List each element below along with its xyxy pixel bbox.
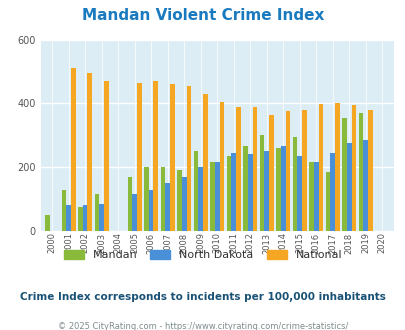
Bar bbox=[297, 156, 301, 231]
Bar bbox=[104, 81, 108, 231]
Bar bbox=[45, 215, 50, 231]
Bar bbox=[186, 86, 191, 231]
Bar bbox=[87, 73, 92, 231]
Bar bbox=[318, 104, 322, 231]
Bar bbox=[132, 194, 136, 231]
Bar bbox=[149, 189, 153, 231]
Bar bbox=[210, 162, 214, 231]
Legend: Mandan, North Dakota, National: Mandan, North Dakota, National bbox=[63, 250, 342, 260]
Text: Crime Index corresponds to incidents per 100,000 inhabitants: Crime Index corresponds to incidents per… bbox=[20, 292, 385, 302]
Bar bbox=[170, 84, 174, 231]
Bar bbox=[226, 156, 231, 231]
Bar bbox=[66, 206, 71, 231]
Bar bbox=[71, 68, 75, 231]
Bar bbox=[309, 162, 313, 231]
Bar bbox=[247, 154, 252, 231]
Bar bbox=[252, 107, 256, 231]
Bar bbox=[94, 194, 99, 231]
Bar bbox=[367, 110, 372, 231]
Bar bbox=[276, 148, 280, 231]
Bar bbox=[198, 167, 202, 231]
Bar bbox=[334, 103, 339, 231]
Bar bbox=[351, 105, 355, 231]
Text: Mandan Violent Crime Index: Mandan Violent Crime Index bbox=[82, 8, 323, 23]
Bar bbox=[214, 162, 219, 231]
Bar bbox=[153, 81, 158, 231]
Bar bbox=[136, 82, 141, 231]
Bar bbox=[358, 113, 362, 231]
Bar bbox=[99, 204, 104, 231]
Bar bbox=[243, 147, 247, 231]
Bar bbox=[219, 102, 224, 231]
Bar bbox=[78, 207, 83, 231]
Bar bbox=[235, 107, 240, 231]
Text: © 2025 CityRating.com - https://www.cityrating.com/crime-statistics/: © 2025 CityRating.com - https://www.city… bbox=[58, 322, 347, 330]
Bar bbox=[301, 110, 306, 231]
Bar bbox=[325, 172, 330, 231]
Bar bbox=[259, 135, 264, 231]
Bar bbox=[330, 153, 334, 231]
Bar bbox=[280, 147, 285, 231]
Bar bbox=[181, 177, 186, 231]
Bar bbox=[292, 137, 297, 231]
Bar bbox=[231, 153, 235, 231]
Bar bbox=[165, 183, 170, 231]
Bar bbox=[264, 151, 269, 231]
Bar bbox=[202, 94, 207, 231]
Bar bbox=[285, 112, 290, 231]
Bar bbox=[177, 170, 181, 231]
Bar bbox=[83, 206, 87, 231]
Bar bbox=[128, 177, 132, 231]
Bar bbox=[160, 167, 165, 231]
Bar bbox=[341, 118, 346, 231]
Bar bbox=[313, 162, 318, 231]
Bar bbox=[346, 143, 351, 231]
Bar bbox=[144, 167, 149, 231]
Bar bbox=[193, 151, 198, 231]
Bar bbox=[362, 140, 367, 231]
Bar bbox=[62, 189, 66, 231]
Bar bbox=[269, 115, 273, 231]
